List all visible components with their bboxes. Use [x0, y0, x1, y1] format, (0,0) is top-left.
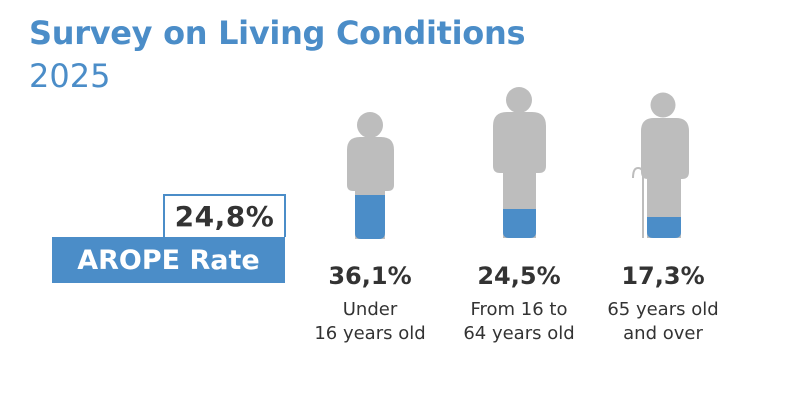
group-label-line: and over: [623, 323, 703, 344]
overall-rate-label: AROPE Rate: [52, 237, 285, 283]
group-label-line: Under: [342, 299, 398, 320]
page-title: Survey on Living Conditions: [29, 14, 526, 52]
child-figure-icon: [347, 112, 394, 239]
group-label-65-and-over: 65 years old and over: [583, 298, 743, 346]
overall-rate-value: 24,8%: [174, 200, 275, 233]
group-label-line: From 16 to: [470, 299, 568, 320]
page-year: 2025: [29, 57, 111, 95]
group-label-under-16: Under 16 years old: [290, 298, 450, 346]
group-label-16-to-64: From 16 to 64 years old: [439, 298, 599, 346]
group-value-under-16: 36,1%: [328, 262, 412, 290]
group-label-line: 65 years old: [607, 299, 719, 320]
elderly-with-cane-icon: [632, 92, 689, 238]
group-label-line: 16 years old: [314, 323, 426, 344]
group-label-line: 64 years old: [463, 323, 575, 344]
group-value-65-and-over: 17,3%: [621, 262, 705, 290]
overall-rate-box: 24,8%: [163, 194, 286, 237]
group-value-16-to-64: 24,5%: [477, 262, 561, 290]
adult-figure-icon: [493, 87, 546, 238]
